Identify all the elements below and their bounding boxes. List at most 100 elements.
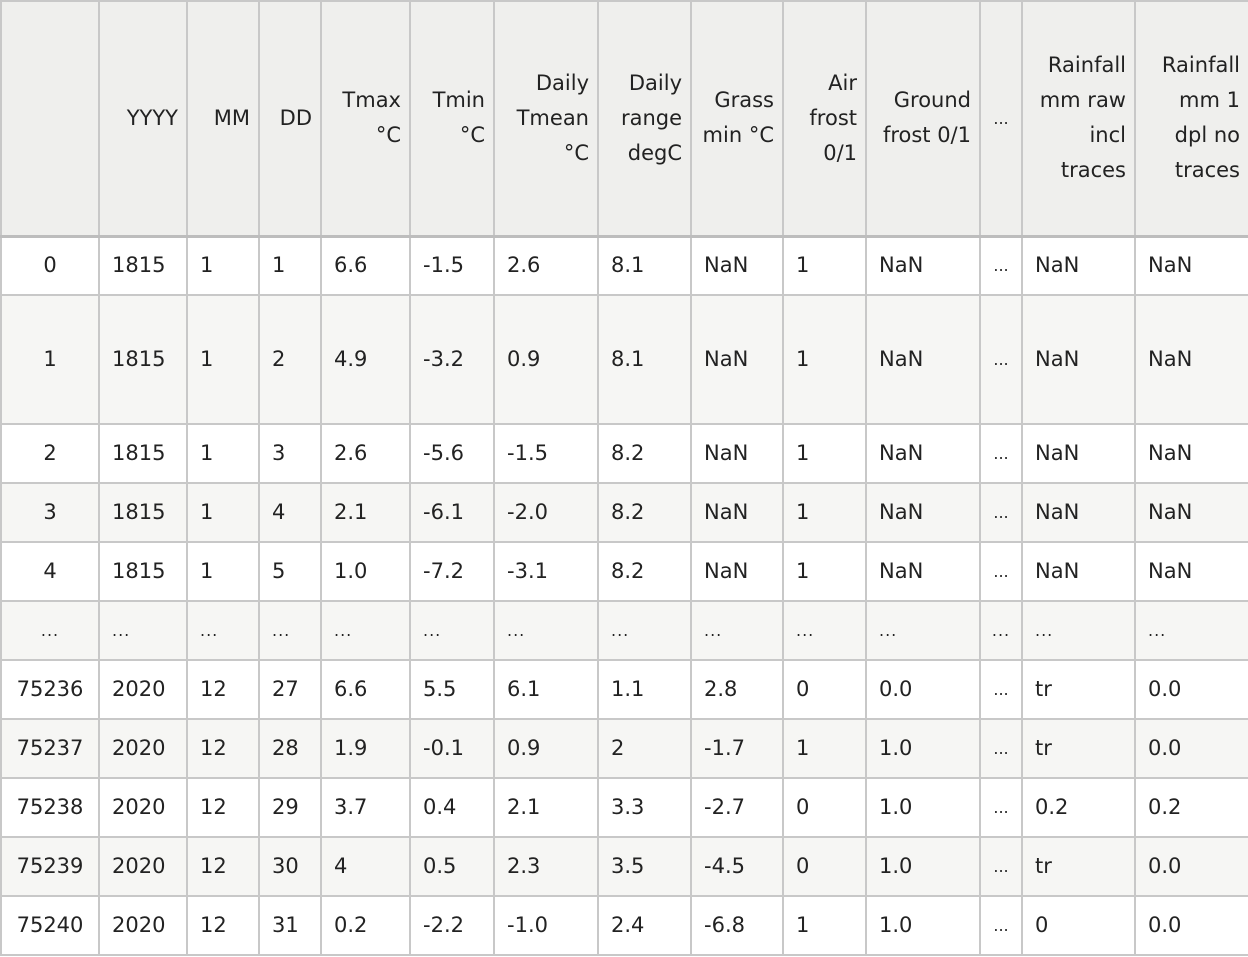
table-cell: ... (186, 600, 260, 661)
table-cell: -1.5 (409, 235, 495, 296)
table-cell: ... (865, 600, 981, 661)
table-cell: 1.1 (597, 659, 692, 720)
table-cell: 2.1 (320, 482, 411, 543)
table-row: 75240 2020 12 31 0.2 -2.2 -1.0 2.4 -6.8 1 1.0... 0 0… (0, 895, 1248, 956)
table-cell: NaN (1021, 482, 1136, 543)
table-row: 75238 2020 12 29 3.7 0.4 2.1 3.3 -2.7 0 1.0... 0.2 0… (0, 777, 1248, 838)
table-cell: 2020 (98, 659, 188, 720)
table-cell: NaN (865, 235, 981, 296)
table-cell: 2020 (98, 895, 188, 956)
table-cell: 1815 (98, 482, 188, 543)
table-cell: 5 (258, 541, 322, 602)
table-cell: NaN (1021, 294, 1136, 425)
row-index: 75236 (0, 659, 100, 720)
table-cell: 1815 (98, 235, 188, 296)
table-cell: ... (258, 600, 322, 661)
cell-ellipsis: ... (979, 541, 1023, 602)
table-cell: 2.8 (690, 659, 784, 720)
column-header: MM (186, 0, 260, 238)
table-cell: 0.0 (1134, 836, 1248, 897)
table-cell: 0.0 (865, 659, 981, 720)
column-header: Air frost 0/1 (782, 0, 867, 238)
column-header-ellipsis: ... (979, 0, 1023, 238)
table-cell: 3.5 (597, 836, 692, 897)
table-cell: ... (409, 600, 495, 661)
table-cell: 4 (320, 836, 411, 897)
table-cell: 1.0 (865, 718, 981, 779)
table-cell: ... (1134, 600, 1248, 661)
table-cell: 1.9 (320, 718, 411, 779)
cell-ellipsis: ... (979, 600, 1023, 661)
table-cell: 27 (258, 659, 322, 720)
table-cell: 2.1 (493, 777, 599, 838)
table-row: 1 1815 1 2 4.9 -3.2 0.9 8.1 NaN 1 NaN... NaN NaN (0, 294, 1248, 425)
table-cell: -2.7 (690, 777, 784, 838)
table-cell: 8.1 (597, 235, 692, 296)
cell-ellipsis: ... (979, 836, 1023, 897)
table-cell: -6.8 (690, 895, 784, 956)
table-cell: 12 (186, 836, 260, 897)
table-row: 75239 2020 12 30 4 0.5 2.3 3.5 -4.5 0 1.0... tr 0.0 (0, 836, 1248, 897)
table-cell: 1 (186, 235, 260, 296)
table-cell: 0.0 (1134, 659, 1248, 720)
row-index: 2 (0, 423, 100, 484)
column-header: Tmax °C (320, 0, 411, 238)
table-cell: 0 (782, 777, 867, 838)
table-cell: 0.0 (1134, 895, 1248, 956)
table-cell: 2.6 (493, 235, 599, 296)
column-header: Daily range degC (597, 0, 692, 238)
table-cell: 5.5 (409, 659, 495, 720)
table-cell: -6.1 (409, 482, 495, 543)
row-index: 3 (0, 482, 100, 543)
header-row: YYYY MM DD Tmax °C Tmin °C Daily Tmean °… (0, 0, 1248, 238)
index-header (0, 0, 100, 238)
table-cell: ... (493, 600, 599, 661)
column-header: Ground frost 0/1 (865, 0, 981, 238)
table-cell: ... (320, 600, 411, 661)
cell-ellipsis: ... (979, 294, 1023, 425)
table-cell: -2.0 (493, 482, 599, 543)
table-cell: tr (1021, 659, 1136, 720)
table-cell: 2.3 (493, 836, 599, 897)
row-index: 75237 (0, 718, 100, 779)
table-cell: 1 (782, 895, 867, 956)
table-cell: NaN (690, 294, 784, 425)
table-cell: 1815 (98, 541, 188, 602)
table-cell: 1 (782, 718, 867, 779)
row-index: 4 (0, 541, 100, 602)
table-cell: NaN (1134, 235, 1248, 296)
table-cell: 28 (258, 718, 322, 779)
row-index: 75239 (0, 836, 100, 897)
table-cell: 3.3 (597, 777, 692, 838)
table-cell: 1.0 (865, 836, 981, 897)
table-cell: 1 (186, 482, 260, 543)
table-cell: 8.2 (597, 482, 692, 543)
table-cell: ... (597, 600, 692, 661)
row-index: 1 (0, 294, 100, 425)
table-cell: 31 (258, 895, 322, 956)
table-cell: tr (1021, 836, 1136, 897)
table-row: 3 1815 1 4 2.1 -6.1 -2.0 8.2 NaN 1 NaN... NaN NaN (0, 482, 1248, 543)
table-cell: -2.2 (409, 895, 495, 956)
table-cell: 1 (186, 541, 260, 602)
table-cell: NaN (1021, 235, 1136, 296)
cell-ellipsis: ... (979, 482, 1023, 543)
table-cell: tr (1021, 718, 1136, 779)
table-cell: NaN (1134, 423, 1248, 484)
table-cell: -5.6 (409, 423, 495, 484)
table-cell: NaN (1021, 423, 1136, 484)
table-cell: 0 (782, 659, 867, 720)
table-cell: -1.5 (493, 423, 599, 484)
table-cell: 0.2 (320, 895, 411, 956)
table-cell: NaN (865, 294, 981, 425)
cell-ellipsis: ... (979, 777, 1023, 838)
table-cell: NaN (865, 541, 981, 602)
table-cell: 2020 (98, 836, 188, 897)
table-cell: NaN (865, 423, 981, 484)
table-cell: 1.0 (865, 895, 981, 956)
column-header: Tmin °C (409, 0, 495, 238)
row-index: 75240 (0, 895, 100, 956)
table-cell: 1 (258, 235, 322, 296)
table-cell: ... (690, 600, 784, 661)
